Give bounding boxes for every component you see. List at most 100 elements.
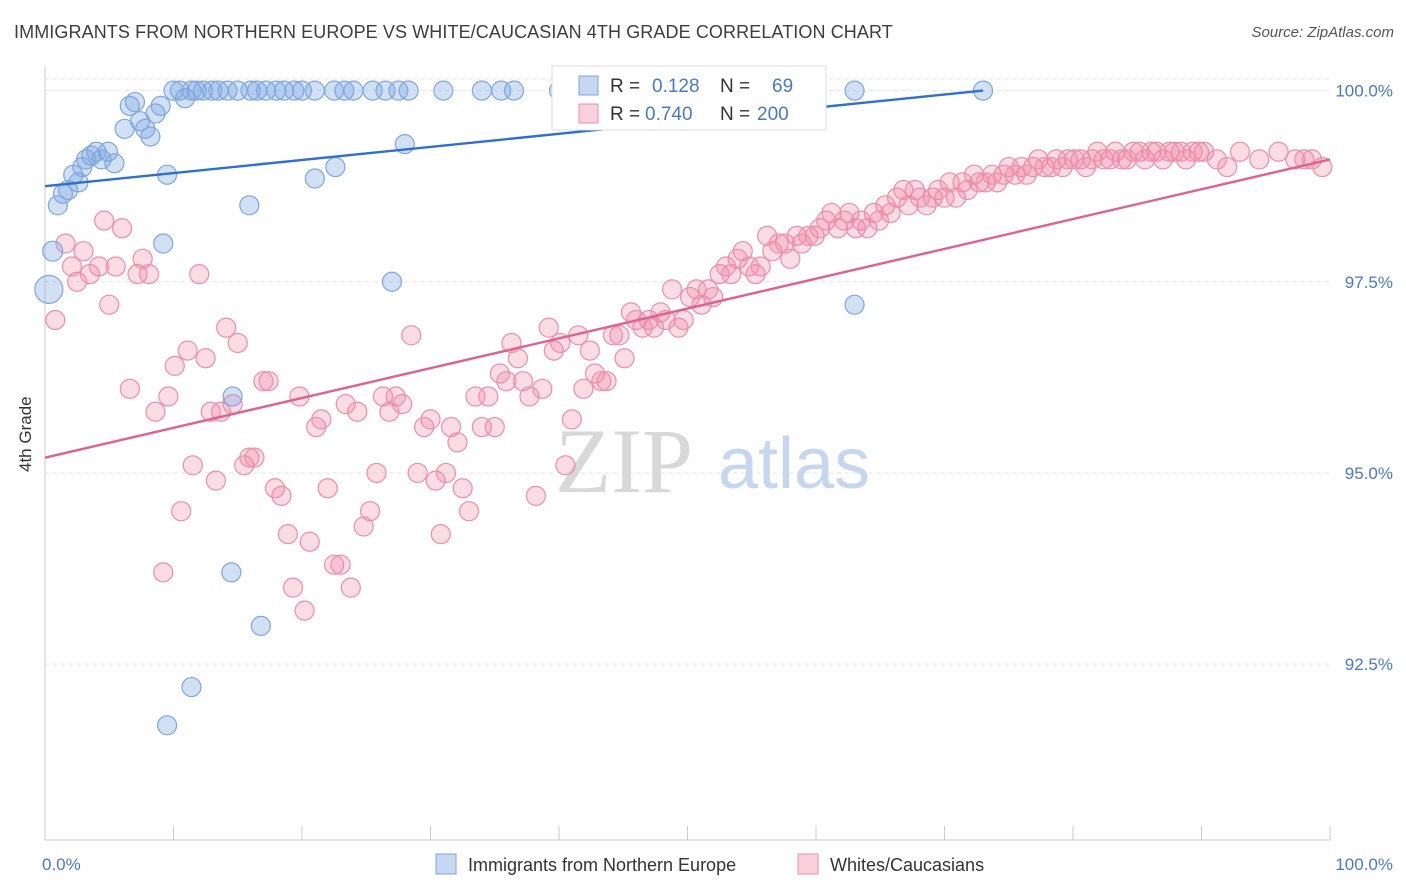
chart-title: IMMIGRANTS FROM NORTHERN EUROPE VS WHITE…: [14, 22, 893, 42]
whites-point-7: [94, 210, 115, 231]
whites-point-131: [839, 202, 860, 224]
y-tick-label-2: 95.0%: [1345, 464, 1393, 483]
whites-point-18: [164, 355, 185, 376]
whites-point-113: [732, 241, 753, 262]
immigrants-point-60: [325, 156, 346, 178]
series-label-whites: Whites/Caucasians: [830, 855, 984, 875]
x-tick-label-min: 0.0%: [42, 855, 81, 874]
immigrants-point-1: [42, 240, 64, 262]
whites-point-128: [821, 202, 842, 224]
trend-line-1: [44, 158, 1331, 459]
whites-point-121: [780, 248, 801, 269]
whites-point-78: [525, 485, 546, 506]
whites-point-38: [282, 577, 304, 598]
whites-point-149: [945, 187, 967, 208]
whites-point-169: [1064, 149, 1085, 170]
whites-point-46: [330, 554, 351, 575]
whites-point-76: [512, 371, 534, 392]
whites-point-1: [55, 233, 76, 254]
series-swatch-whites: [797, 853, 819, 875]
whites-point-27: [216, 317, 237, 338]
whites-point-111: [721, 264, 742, 285]
immigrants-point-64: [221, 562, 242, 583]
whites-point-83: [555, 455, 576, 476]
immigrants-point-27: [186, 80, 207, 101]
immigrants-point-31: [217, 80, 238, 101]
whites-point-66: [452, 478, 473, 499]
immigrants-point-12: [97, 141, 119, 162]
whites-point-70: [478, 386, 499, 407]
whites-point-29: [227, 332, 248, 354]
whites-point-21: [182, 455, 203, 476]
whites-point-174: [1093, 149, 1114, 170]
immigrants-point-37: [273, 80, 295, 101]
whites-point-13: [132, 248, 153, 269]
whites-point-49: [347, 401, 368, 422]
legend-n-value-1: 69: [772, 76, 793, 97]
whites-point-40: [294, 600, 315, 621]
series-points-0: [34, 80, 994, 736]
whites-point-10: [111, 218, 133, 239]
whites-point-179: [1123, 141, 1144, 162]
immigrants-point-46: [388, 80, 409, 101]
whites-point-67: [458, 501, 480, 522]
whites-point-61: [425, 470, 446, 491]
series-swatch-immigrants: [435, 853, 457, 875]
whites-point-54: [379, 401, 400, 422]
whites-point-62: [430, 524, 451, 545]
immigrants-point-21: [150, 95, 171, 116]
series-points-1: [45, 141, 1333, 621]
immigrants-point-61: [381, 271, 403, 292]
whites-point-92: [609, 325, 630, 346]
immigrants-point-65: [250, 615, 271, 636]
whites-point-12: [127, 264, 148, 285]
whites-point-71: [484, 416, 505, 438]
immigrants-point-47: [398, 80, 419, 101]
whites-point-51: [360, 501, 381, 522]
whites-point-134: [857, 218, 878, 239]
whites-point-52: [366, 462, 387, 484]
whites-point-89: [591, 371, 612, 392]
watermark-atlas: atlas: [718, 424, 870, 504]
x-tick-labels: 0.0% 100.0%: [42, 855, 1393, 874]
legend-n-label-2: N =: [720, 104, 750, 125]
immigrants-point-51: [503, 80, 525, 101]
whites-point-43: [311, 409, 332, 430]
whites-point-22: [189, 264, 210, 285]
immigrants-point-49: [471, 80, 492, 101]
whites-point-44: [317, 478, 338, 499]
whites-point-103: [673, 309, 694, 331]
legend-r-label-1: R =: [610, 76, 640, 97]
immigrants-point-66: [181, 676, 202, 698]
immigrants-point-0: [34, 274, 64, 305]
whites-point-33: [253, 371, 274, 392]
whites-point-65: [447, 432, 468, 453]
whites-point-120: [775, 233, 796, 254]
y-tick-label-0: 100.0%: [1335, 82, 1393, 101]
whites-point-79: [532, 378, 553, 399]
trend-lines: [44, 89, 1331, 459]
whites-point-189: [1182, 141, 1203, 162]
whites-point-45: [324, 554, 345, 575]
whites-point-196: [1268, 141, 1289, 162]
whites-point-4: [73, 241, 94, 262]
whites-point-136: [868, 210, 890, 231]
source-credit: Source: ZipAtlas.com: [1251, 24, 1394, 41]
immigrants-point-58: [239, 195, 260, 216]
whites-point-2: [61, 256, 83, 277]
whites-point-86: [573, 378, 594, 399]
whites-point-192: [1206, 149, 1228, 170]
whites-point-60: [420, 409, 441, 430]
whites-point-50: [353, 516, 374, 537]
whites-point-32: [244, 447, 265, 468]
x-tick-label-max: 100.0%: [1335, 855, 1393, 874]
whites-point-80: [538, 317, 559, 338]
whites-point-151: [957, 179, 978, 201]
whites-point-138: [880, 202, 901, 224]
whites-point-48: [340, 577, 361, 598]
whites-point-77: [519, 386, 540, 407]
whites-point-194: [1229, 141, 1251, 162]
whites-point-57: [401, 325, 422, 346]
whites-point-58: [407, 462, 428, 484]
